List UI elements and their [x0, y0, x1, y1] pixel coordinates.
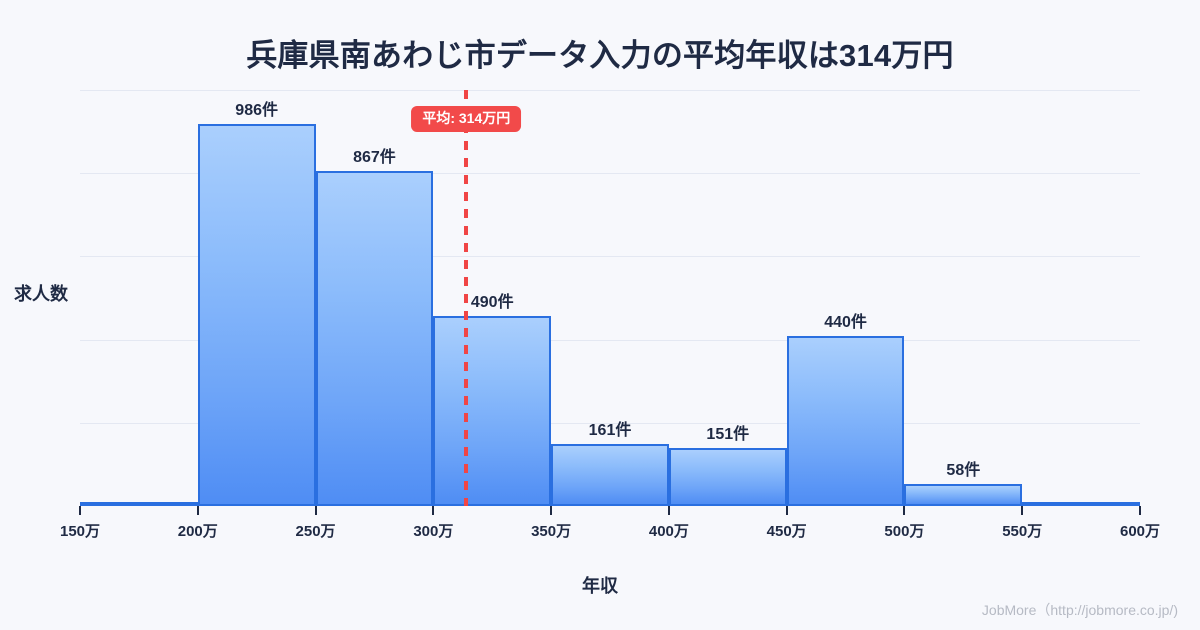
mean-line — [464, 90, 469, 506]
bar-value-label: 151件 — [706, 425, 750, 443]
x-axis-tick-label: 600万 — [1119, 523, 1161, 540]
bar-series: 986件 867件 490件 161件 151件 440件 58件 — [80, 90, 1140, 506]
gridline — [80, 173, 1140, 175]
bar[interactable] — [786, 335, 905, 506]
bar-value-label: 986件 — [235, 102, 279, 120]
x-axis-tick-label: 250万 — [295, 523, 336, 540]
bar[interactable] — [668, 447, 787, 506]
bar[interactable] — [433, 316, 552, 506]
gridline — [80, 256, 1140, 258]
bar[interactable] — [551, 443, 669, 506]
x-axis-tick — [432, 506, 435, 515]
x-axis-tick-label: 150万 — [59, 523, 101, 540]
bar-value-label: 161件 — [588, 421, 632, 439]
x-axis-baseline — [80, 504, 1140, 506]
x-axis-tick-label: 400万 — [648, 523, 689, 540]
bar[interactable] — [904, 483, 1023, 506]
bar[interactable] — [315, 170, 434, 506]
bar[interactable] — [197, 124, 316, 506]
bar-value-label: 440件 — [824, 313, 867, 331]
x-axis-tick — [903, 506, 906, 515]
mean-badge: 平均: 314万円 — [411, 106, 522, 132]
x-axis-tick — [1021, 506, 1024, 515]
x-axis-tick — [196, 506, 199, 515]
bar-value-label: 867件 — [353, 148, 396, 166]
x-axis-tick — [785, 506, 788, 515]
footer-credit: JobMore（http://jobmore.co.jp/) — [981, 602, 1178, 618]
bar-value-label: 490件 — [470, 294, 514, 312]
x-axis-tick — [314, 506, 317, 515]
x-axis-tick-label: 300万 — [413, 523, 454, 540]
x-axis-tick-label: 500万 — [884, 523, 925, 540]
x-axis-tick — [79, 506, 81, 515]
plot-area: 986件 867件 490件 161件 151件 440件 58件 — [80, 90, 1140, 506]
x-axis-tick-label: 200万 — [177, 523, 218, 540]
x-axis-tick — [1139, 506, 1141, 515]
bar-value-label: 58件 — [946, 461, 981, 479]
x-axis-tick-label: 550万 — [1002, 523, 1043, 540]
x-axis-title: 年収 — [582, 576, 618, 596]
x-axis-tick-label: 450万 — [766, 523, 807, 540]
gridline — [80, 90, 1140, 91]
page-title: 兵庫県南あわじ市データ入力の平均年収は314万円 — [246, 38, 954, 73]
x-axis-tick-label: 350万 — [531, 523, 572, 540]
y-axis-title: 求人数 — [14, 284, 68, 304]
gridline — [80, 422, 1140, 424]
x-axis-tick — [550, 506, 553, 515]
gridline — [80, 339, 1140, 341]
x-axis-tick — [667, 506, 670, 515]
